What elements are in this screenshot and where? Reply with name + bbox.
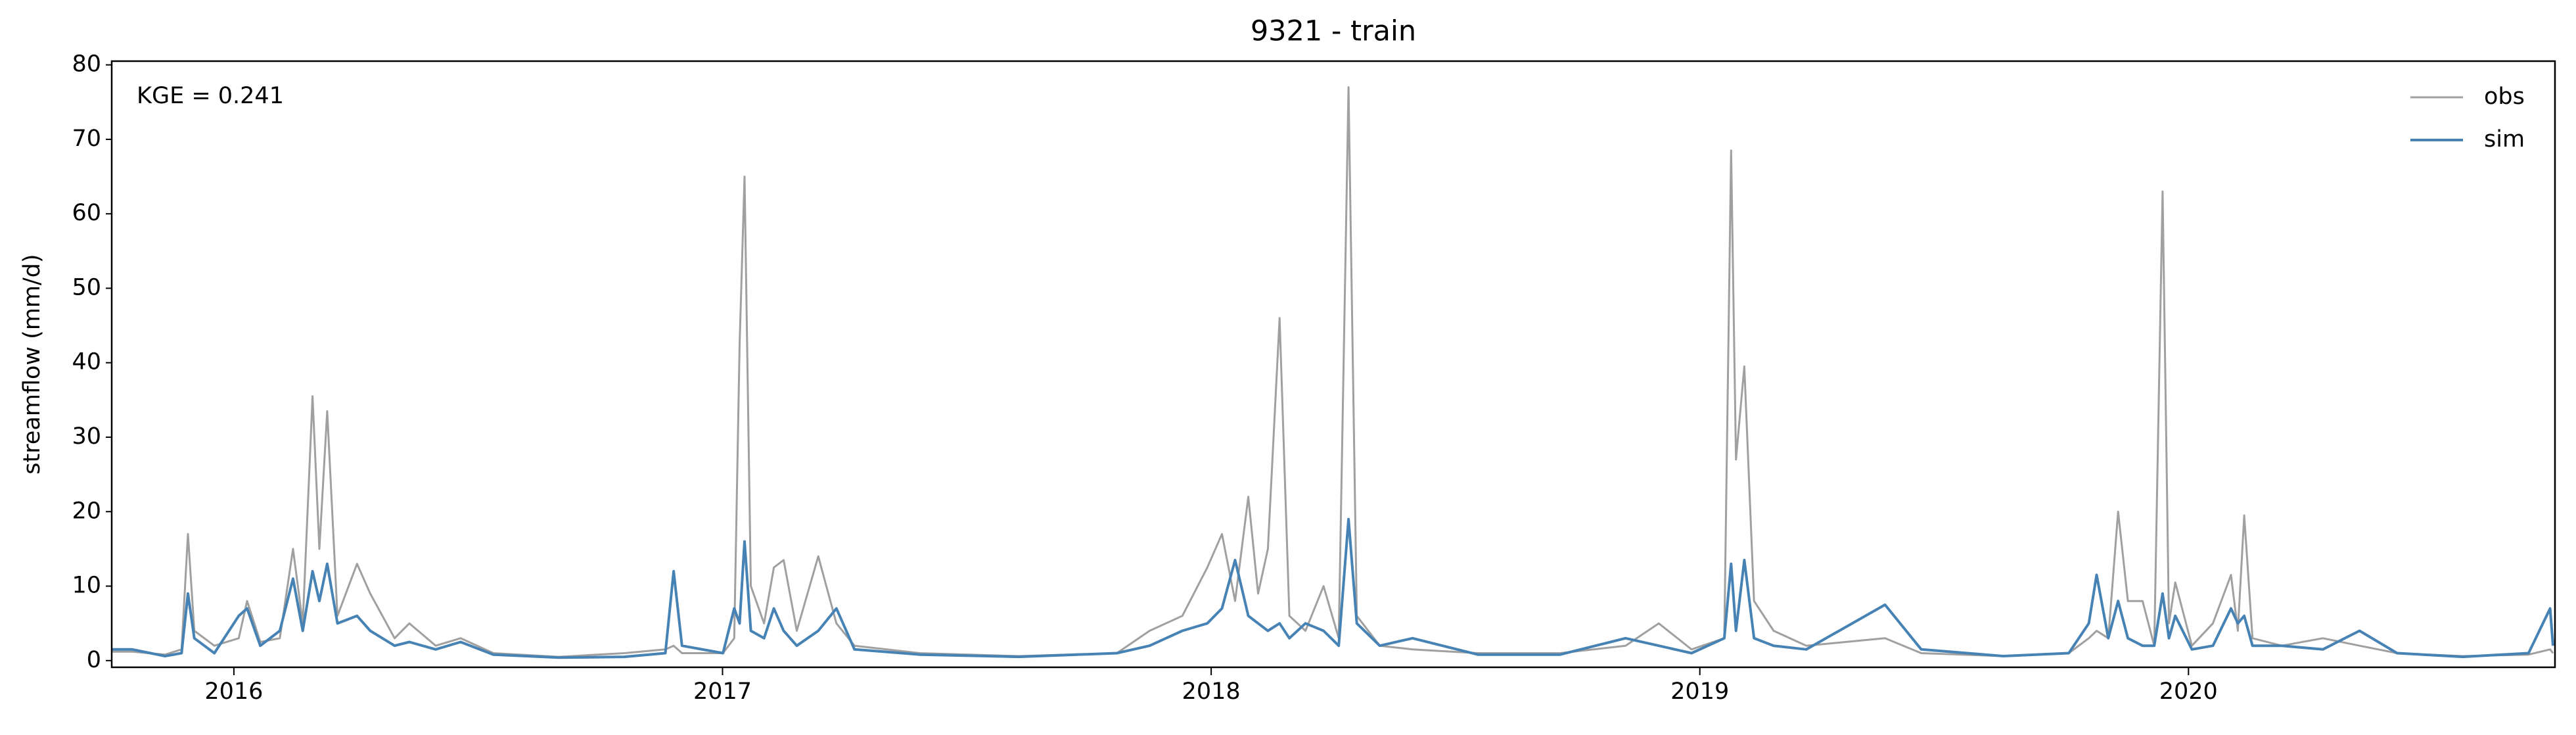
y-tick-label: 80 bbox=[72, 51, 101, 78]
y-tick-label: 0 bbox=[87, 647, 101, 673]
annotation: KGE = 0.241 bbox=[137, 83, 284, 109]
legend-label: obs bbox=[2484, 83, 2525, 110]
chart-title: 9321 - train bbox=[1251, 15, 1416, 48]
x-tick-label: 2018 bbox=[1182, 678, 1241, 705]
series-line bbox=[112, 86, 2554, 658]
y-tick-label: 20 bbox=[72, 498, 101, 524]
x-tick-label: 2017 bbox=[693, 678, 752, 705]
legend-label: sim bbox=[2484, 126, 2525, 153]
x-tick-label: 2016 bbox=[204, 678, 263, 705]
y-tick-label: 10 bbox=[72, 573, 101, 599]
x-tick-label: 2020 bbox=[2159, 678, 2218, 705]
y-axis-label: streamflow (mm/d) bbox=[19, 254, 45, 474]
series-line bbox=[112, 517, 2554, 659]
y-tick-label: 50 bbox=[72, 274, 101, 300]
y-tick-label: 30 bbox=[72, 423, 101, 450]
y-tick-label: 70 bbox=[72, 126, 101, 152]
y-tick-label: 40 bbox=[72, 349, 101, 375]
y-tick-label: 60 bbox=[72, 200, 101, 226]
x-tick-label: 2019 bbox=[1670, 678, 1729, 705]
plot-frame bbox=[110, 60, 2556, 669]
